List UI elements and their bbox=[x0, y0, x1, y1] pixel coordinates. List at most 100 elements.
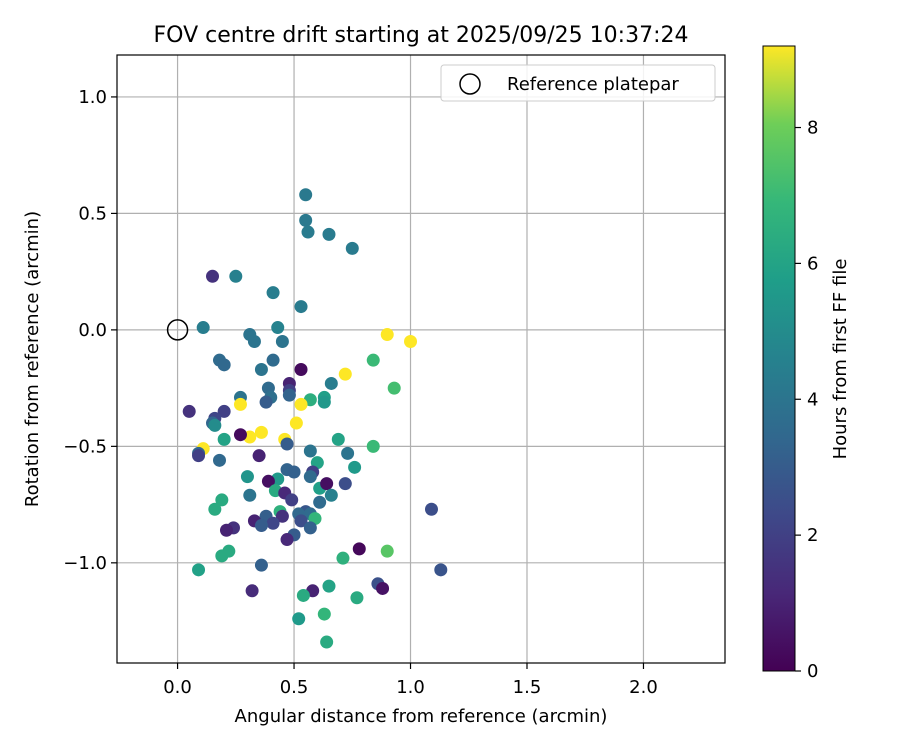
data-point bbox=[280, 437, 294, 451]
data-point bbox=[294, 397, 308, 411]
y-tick-label: 0.5 bbox=[78, 203, 107, 224]
data-point bbox=[324, 376, 338, 390]
data-point bbox=[212, 453, 226, 467]
data-point bbox=[289, 416, 303, 430]
data-point bbox=[317, 607, 331, 621]
data-point bbox=[338, 477, 352, 491]
data-point bbox=[217, 358, 231, 372]
data-point bbox=[252, 449, 266, 463]
data-point bbox=[303, 444, 317, 458]
data-point bbox=[287, 465, 301, 479]
data-point bbox=[341, 446, 355, 460]
data-point bbox=[387, 381, 401, 395]
x-tick-label: 1.0 bbox=[396, 677, 425, 698]
data-point bbox=[282, 388, 296, 402]
legend: Reference platepar bbox=[440, 64, 716, 102]
colorbar-tick-label: 6 bbox=[807, 253, 818, 274]
data-point bbox=[296, 588, 310, 602]
y-tick-label: 0.0 bbox=[78, 320, 107, 341]
data-point bbox=[294, 514, 308, 528]
data-point bbox=[196, 321, 210, 335]
data-point bbox=[261, 474, 275, 488]
legend-reference-marker bbox=[459, 73, 481, 95]
data-point bbox=[219, 523, 233, 537]
data-point bbox=[380, 328, 394, 342]
data-point bbox=[322, 579, 336, 593]
data-point bbox=[331, 432, 345, 446]
data-point bbox=[350, 591, 364, 605]
data-point bbox=[182, 404, 196, 418]
data-points bbox=[182, 188, 448, 649]
x-tick-label: 0.0 bbox=[163, 677, 192, 698]
data-point bbox=[254, 558, 268, 572]
data-point bbox=[285, 493, 299, 507]
data-point bbox=[266, 516, 280, 530]
data-point bbox=[275, 509, 289, 523]
data-point bbox=[192, 563, 206, 577]
data-point bbox=[294, 300, 308, 314]
legend-label: Reference platepar bbox=[507, 74, 679, 95]
y-tick-label: −1.0 bbox=[63, 553, 107, 574]
data-point bbox=[424, 502, 438, 516]
data-point bbox=[301, 225, 315, 239]
data-point bbox=[215, 549, 229, 563]
data-point bbox=[245, 584, 259, 598]
x-tick-label: 2.0 bbox=[629, 677, 658, 698]
data-point bbox=[266, 286, 280, 300]
y-axis-label: Rotation from reference (arcmin) bbox=[22, 211, 43, 507]
data-point bbox=[208, 418, 222, 432]
data-point bbox=[348, 460, 362, 474]
y-tick-label: −0.5 bbox=[63, 436, 107, 457]
data-point bbox=[320, 635, 334, 649]
data-point bbox=[352, 542, 366, 556]
data-point bbox=[345, 241, 359, 255]
data-point bbox=[324, 488, 338, 502]
data-point bbox=[303, 521, 317, 535]
data-point bbox=[247, 335, 261, 349]
data-point bbox=[404, 335, 418, 349]
data-point bbox=[254, 425, 268, 439]
data-point bbox=[376, 581, 390, 595]
data-point bbox=[275, 335, 289, 349]
data-point bbox=[320, 477, 334, 491]
data-point bbox=[259, 395, 273, 409]
data-point bbox=[303, 470, 317, 484]
data-point bbox=[366, 353, 380, 367]
data-point bbox=[254, 362, 268, 376]
reference-platepar-marker bbox=[166, 319, 189, 341]
data-point bbox=[240, 470, 254, 484]
data-point bbox=[292, 612, 306, 626]
data-point bbox=[254, 519, 268, 533]
reference-marker-layer bbox=[166, 319, 189, 341]
data-point bbox=[206, 269, 220, 283]
data-point bbox=[366, 439, 380, 453]
data-point bbox=[299, 213, 313, 227]
colorbar-tick-label: 8 bbox=[807, 118, 818, 139]
x-tick-label: 1.5 bbox=[513, 677, 542, 698]
data-point bbox=[233, 397, 247, 411]
grid bbox=[117, 55, 725, 663]
data-point bbox=[336, 551, 350, 565]
chart-title: FOV centre drift starting at 2025/09/25 … bbox=[154, 23, 689, 48]
x-axis-label: Angular distance from reference (arcmin) bbox=[235, 706, 608, 727]
data-point bbox=[317, 395, 331, 409]
data-point bbox=[243, 488, 257, 502]
data-point bbox=[271, 321, 285, 335]
data-point bbox=[217, 404, 231, 418]
data-point bbox=[322, 227, 336, 241]
x-tick-label: 0.5 bbox=[280, 677, 309, 698]
data-point bbox=[192, 449, 206, 463]
plot-frame bbox=[116, 54, 726, 664]
colorbar-tick-label: 0 bbox=[807, 661, 818, 682]
data-point bbox=[266, 353, 280, 367]
data-point bbox=[217, 432, 231, 446]
data-point bbox=[229, 269, 243, 283]
data-point bbox=[338, 367, 352, 381]
data-point bbox=[215, 493, 229, 507]
data-point bbox=[208, 502, 222, 516]
legend-box bbox=[440, 64, 716, 102]
data-point bbox=[434, 563, 448, 577]
colorbar-tick-label: 2 bbox=[807, 525, 818, 546]
x-axis-ticks: 0.0 0.5 1.0 1.5 2.0 bbox=[163, 663, 658, 698]
